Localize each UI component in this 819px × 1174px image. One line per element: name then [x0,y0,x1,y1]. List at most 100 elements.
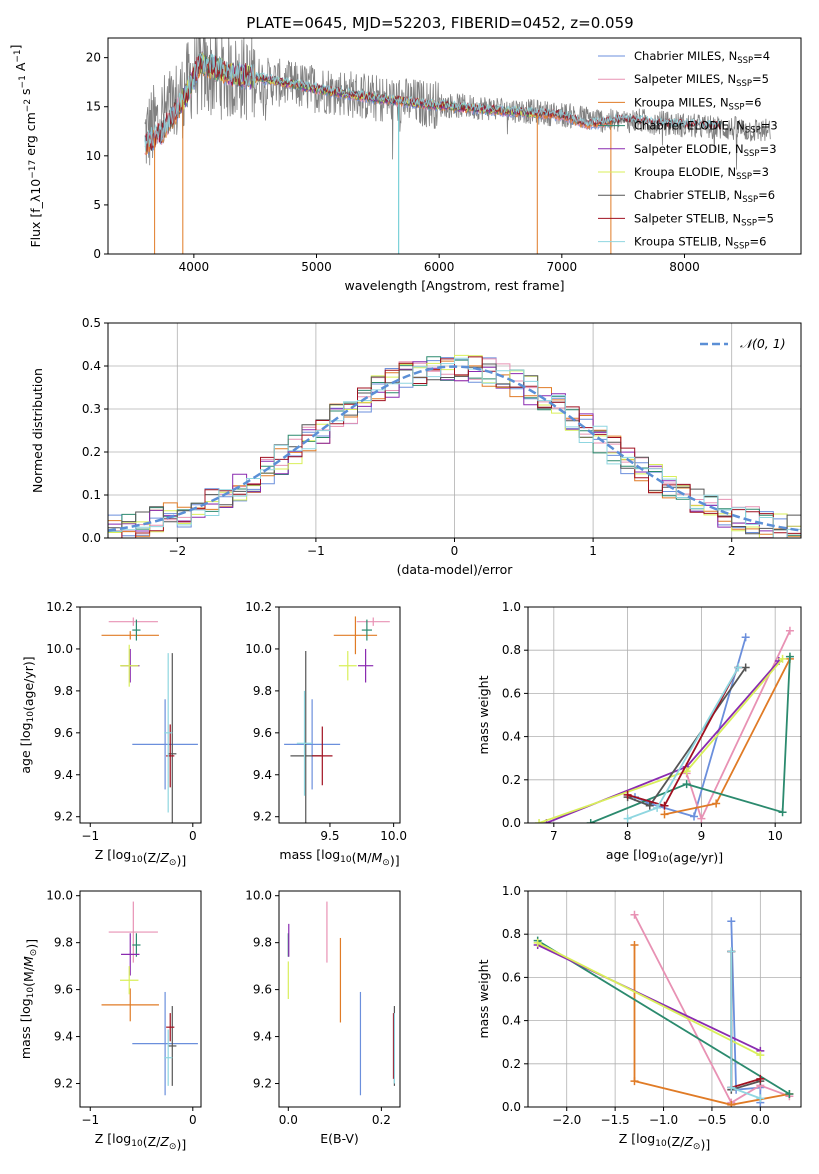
label-sub: 10 [131,1139,143,1149]
mass-weight-marker [756,1051,765,1060]
mass-weight-marker [697,814,706,823]
legend-sub: SSP [745,126,761,136]
legend-label: 𝒩(0, 1) [740,336,786,351]
mass-weight-line [730,921,762,1103]
label-part: ] [8,44,23,49]
legend-text: =6 [749,235,766,249]
x-tick-label: 1 [589,544,597,558]
label-part: wavelength [Angstrom, rest frame] [344,278,564,293]
label-part: (data-model)/error [397,562,514,577]
y-tick-label: 0.4 [502,730,521,744]
mass-weight-marker [630,1077,639,1086]
x-tick-label: −0.5 [697,1113,726,1127]
label-part: M [21,956,36,967]
mass-weight-marker [623,790,632,799]
model-spectrum [144,55,722,151]
label-sub: ⊙ [169,1142,177,1152]
x-tick-label: 0 [451,544,459,558]
x-tick-label: 2 [728,544,736,558]
figure-title: PLATE=0645, MJD=52203, FIBERID=0452, z=0… [246,14,633,32]
label-sub: ⊙ [382,858,390,868]
label-sup: −1 [18,75,28,88]
mass-weight-marker [712,799,721,808]
mass-weight-marker [630,910,639,919]
error-point [168,1006,177,1086]
label-part: mass [ [18,1017,33,1059]
residual-hists [108,354,801,538]
label-part: (age/yr)] [668,850,723,865]
legend-sub: SSP [729,102,745,112]
legend-text: =5 [752,72,769,86]
error-point [119,644,139,687]
error-point [164,1029,173,1086]
mass-weight-vs-age-lines [535,626,794,823]
label-part: )] [176,853,186,868]
age-vs-mass-frame [278,606,401,824]
mass-vs-Z-ylabel: mass [log10(M/M⊙)] [18,939,39,1059]
x-tick-label: 0 [189,829,197,843]
label-part: log [18,998,33,1017]
mass-vs-EBV-frame [278,890,401,1108]
label-part: (M/ [21,966,36,987]
mass-weight-marker [535,819,544,823]
y-tick-label: 10.0 [245,889,272,903]
y-tick-label: 0.6 [502,970,521,984]
y-tick-label: 9.2 [54,1077,73,1091]
residuals-ylabel: Normed distribution [30,368,45,493]
mass-vs-EBV-xlabel: E(B-V) [320,1131,359,1146]
label-part: log [112,847,131,862]
error-point [132,933,141,957]
mass-vs-Z-axes: −1 0 9.2 9.4 9.6 9.8 10.0 [46,889,196,1127]
label-sub: ⊙ [693,1142,701,1152]
label-part: )] [176,1137,186,1152]
mass-weight-marker [630,941,639,949]
legend-label: Chabrier STELIB, NSSP=6 [634,188,775,205]
x-tick-label: 8000 [669,260,700,274]
legend-label: Chabrier ELODIE, NSSP=3 [634,119,778,136]
mass-weight-marker [727,947,736,956]
mass-weight-vs-age-ylabel: mass weight [476,675,491,754]
spectrum-lines [144,38,771,254]
mass-weight-marker [682,780,691,789]
mass-weight-vs-Z-lines [533,910,794,1107]
mass-weight-marker [690,812,699,821]
error-point [357,648,374,683]
x-tick-label: 0 [189,1113,197,1127]
x-tick-label: 0.2 [372,1113,391,1127]
label-part: Z [159,1134,169,1149]
mass-weight-marker [778,654,787,663]
label-sub: 10 [657,855,669,865]
y-tick-label: 0.0 [82,531,101,545]
x-tick-label: 4000 [179,260,210,274]
legend-label: Chabrier MILES, NSSP=4 [634,49,770,66]
legend-label: Kroupa ELODIE, NSSP=3 [634,165,769,182]
mass-weight-line [537,941,761,1057]
x-tick-label: 6000 [424,260,455,274]
y-tick-label: 9.8 [54,684,73,698]
label-part: mass weight [476,675,491,754]
error-point [312,726,333,786]
y-tick-label: 0.8 [502,927,521,941]
error-point [132,699,198,790]
label-part: Z [683,1134,693,1149]
label-part: (Z/ [143,1134,161,1149]
label-part: )] [24,939,39,949]
mass-vs-Z-xlabel: Z [log10(Z/Z⊙)] [95,1131,186,1152]
error-point [164,653,173,813]
y-tick-label: 0.1 [82,488,101,502]
age-vs-mass-xlabel: mass [log10(M/M⊙)] [279,847,399,868]
x-tick-label: 9 [698,829,706,843]
mass-weight-marker [727,1100,736,1107]
y-tick-label: 0.2 [502,773,521,787]
error-point [361,619,372,641]
label-part: log [18,722,33,741]
y-tick-label: 0.3 [82,402,101,416]
label-part: age [ [606,847,638,862]
label-part: age [ [18,742,33,774]
mass-weight-marker [741,663,750,672]
error-point [284,699,341,790]
y-tick-label: 1.0 [502,600,521,614]
y-tick-label: 9.6 [54,983,73,997]
